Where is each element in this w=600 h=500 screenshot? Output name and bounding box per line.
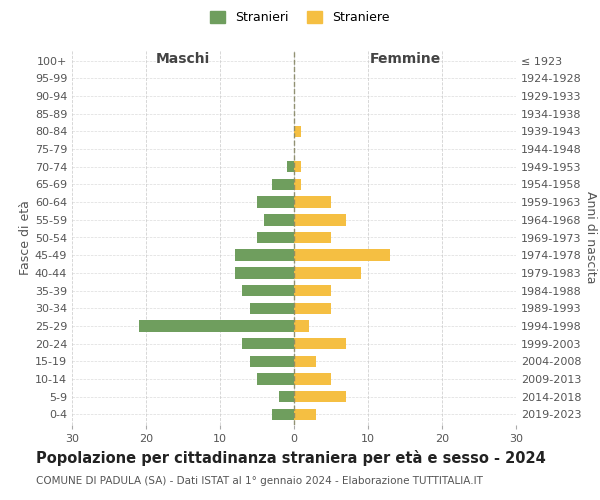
Bar: [257, 232, 294, 243]
Bar: [250, 302, 294, 314]
Bar: [294, 374, 331, 385]
Bar: [294, 196, 331, 208]
Bar: [294, 338, 346, 349]
Bar: [294, 391, 346, 402]
Bar: [294, 250, 390, 261]
Bar: [139, 320, 294, 332]
Bar: [235, 267, 294, 278]
Bar: [235, 250, 294, 261]
Bar: [294, 178, 301, 190]
Bar: [294, 302, 331, 314]
Bar: [242, 338, 294, 349]
Bar: [294, 126, 301, 137]
Bar: [294, 161, 301, 172]
Bar: [294, 356, 316, 367]
Text: Femmine: Femmine: [370, 52, 440, 66]
Y-axis label: Fasce di età: Fasce di età: [19, 200, 32, 275]
Bar: [265, 214, 294, 226]
Text: Maschi: Maschi: [156, 52, 210, 66]
Bar: [272, 178, 294, 190]
Bar: [294, 267, 361, 278]
Legend: Stranieri, Straniere: Stranieri, Straniere: [205, 6, 395, 29]
Text: COMUNE DI PADULA (SA) - Dati ISTAT al 1° gennaio 2024 - Elaborazione TUTTITALIA.: COMUNE DI PADULA (SA) - Dati ISTAT al 1°…: [36, 476, 483, 486]
Bar: [294, 232, 331, 243]
Text: Popolazione per cittadinanza straniera per età e sesso - 2024: Popolazione per cittadinanza straniera p…: [36, 450, 546, 466]
Bar: [272, 408, 294, 420]
Bar: [287, 161, 294, 172]
Bar: [294, 285, 331, 296]
Bar: [250, 356, 294, 367]
Y-axis label: Anni di nascita: Anni di nascita: [584, 191, 598, 284]
Bar: [294, 214, 346, 226]
Bar: [294, 408, 316, 420]
Bar: [257, 374, 294, 385]
Bar: [257, 196, 294, 208]
Bar: [279, 391, 294, 402]
Bar: [242, 285, 294, 296]
Bar: [294, 320, 309, 332]
